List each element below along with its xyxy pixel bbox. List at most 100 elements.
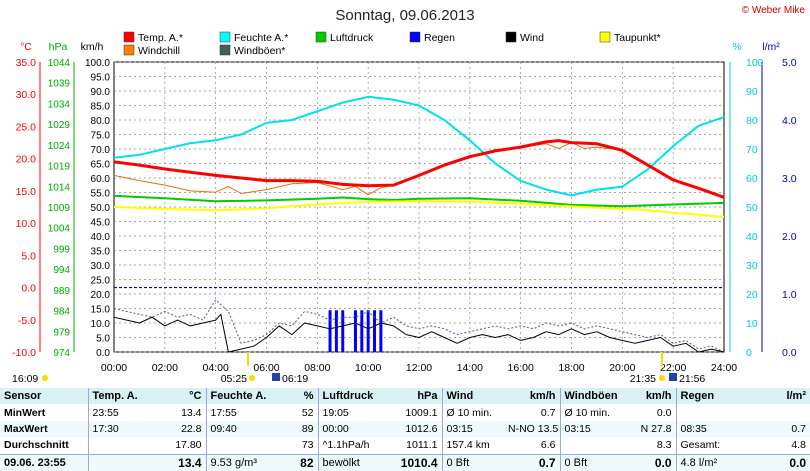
tick-wind: 40.0 (91, 232, 111, 243)
legend: Temp. A.* Feuchte A.* Luftdruck Regen Wind Ta… (123, 31, 661, 57)
tick-rain: 4.0 (782, 115, 797, 127)
table-cell: 9.53 g/m³ (205, 453, 270, 471)
table-row: Durchschnitt 17.80 73 ^1.1hPa/h 1011.1 157.4 … (0, 437, 810, 455)
table-cell: 09:40 (205, 420, 270, 438)
tick-temp: 30.0 (16, 89, 37, 101)
tick-x: 16:00 (508, 362, 534, 374)
tick-humidity: 50 (746, 202, 758, 214)
table-header-cell: Luftdruck (317, 388, 388, 405)
legend-label: Feuchte A.* (234, 32, 288, 44)
table-cell: 6.6 (540, 439, 556, 452)
tick-wind: 0.0 (96, 348, 110, 359)
tick-wind: 45.0 (91, 218, 111, 229)
table-cell: Ø 10 min. (441, 404, 504, 421)
tick-pressure: 974 (53, 348, 70, 359)
table-cell (87, 453, 148, 471)
table-cell: 8.3 (656, 439, 672, 452)
table-cell (675, 404, 746, 421)
tick-rain: 1.0 (782, 289, 797, 301)
table-cell: 17:55 (205, 404, 270, 421)
table-cell: 82 (270, 453, 318, 471)
axis-unit-rain: l/m² (762, 41, 780, 53)
tick-temp: 0.0 (21, 283, 36, 295)
table-cell: 1012.6 (405, 422, 438, 435)
legend-label: Temp. A.* (138, 32, 183, 44)
legend-swatch (409, 31, 421, 43)
tick-wind: 85.0 (91, 102, 111, 113)
moonset-time: 21:56 (679, 373, 705, 385)
table-header-cell: Wind (441, 388, 504, 405)
table-cell: MinWert (4, 406, 46, 419)
tick-wind: 70.0 (91, 145, 111, 156)
tick-pressure: 1009 (48, 203, 71, 214)
table-cell (205, 437, 270, 455)
table-cell: 1009.1 (405, 406, 438, 419)
sun-icon (249, 375, 255, 381)
tick-pressure: 994 (53, 265, 70, 276)
series-line (113, 299, 725, 353)
tick-pressure: 984 (53, 307, 70, 318)
tick-wind: 100.0 (85, 58, 110, 69)
table-cell: Ø 10 min. (559, 404, 620, 421)
time-label: 16:09 (12, 373, 38, 385)
tick-humidity: 70 (746, 144, 758, 156)
tick-wind: 55.0 (91, 189, 111, 200)
rain-bar (366, 310, 370, 352)
legend-swatch (123, 31, 135, 43)
sun-icon (659, 375, 665, 381)
legend-swatch (219, 44, 231, 56)
table-cell: 73 (301, 439, 314, 452)
tick-pressure: 1044 (48, 58, 71, 69)
rain-bar (341, 310, 345, 352)
table-cell: 09.06. 23:55 (0, 453, 88, 471)
table-cell: 23:55 (87, 404, 148, 421)
tick-pressure: 1039 (48, 79, 71, 90)
tick-temp: -5.0 (18, 315, 36, 327)
table-cell: ^1.1hPa/h (317, 437, 388, 455)
tick-pressure: 1019 (48, 162, 71, 173)
rain-bar (328, 310, 332, 352)
tick-humidity: 20 (746, 289, 758, 301)
axis-unit-humidity: % (732, 41, 741, 53)
table-cell: 03:15 (559, 420, 620, 438)
tick-pressure: 1029 (48, 120, 71, 131)
axis-unit-wind: km/h (81, 41, 104, 53)
tick-rain: 0.0 (782, 347, 797, 359)
tick-pressure: 1014 (48, 182, 71, 193)
sun-icon (42, 375, 48, 381)
plot-area (113, 61, 725, 353)
tick-pressure: 1024 (48, 141, 71, 152)
table-cell: 0.0 (746, 453, 810, 471)
table-cell: 0.7 (540, 406, 556, 419)
tick-x: 08:00 (304, 362, 330, 374)
table-cell: 19:05 (317, 404, 388, 421)
tick-wind: 30.0 (91, 261, 111, 272)
table-cell: N 27.8 (640, 422, 672, 435)
tick-humidity: 10 (746, 318, 758, 330)
tick-x: 22:00 (660, 362, 686, 374)
table-header-cell: l/m² (786, 390, 806, 403)
table-cell: 22.8 (181, 422, 202, 435)
table-cell: 0.0 (620, 453, 676, 471)
tick-x: 02:00 (152, 362, 178, 374)
tick-wind: 50.0 (91, 203, 111, 214)
sunset-time: 21:35 (630, 373, 656, 385)
table-header-cell: Regen (675, 388, 746, 405)
table-header-cell: Feuchte A. (205, 388, 270, 405)
table-cell: 1010.4 (388, 453, 442, 471)
table-cell: 1011.1 (406, 439, 438, 452)
tick-temp: 20.0 (16, 154, 37, 166)
rain-bar (334, 310, 338, 352)
series-line (113, 139, 725, 199)
tick-pressure: 1004 (48, 224, 71, 235)
table-header-cell: Windböen (559, 388, 620, 405)
tick-x: 12:00 (406, 362, 432, 374)
table-cell: 157.4 km (441, 437, 504, 455)
tick-humidity: 100 (746, 57, 764, 69)
table-cell (87, 437, 148, 455)
tick-wind: 20.0 (91, 290, 111, 301)
tick-wind: 75.0 (91, 131, 111, 142)
table-header-cell: km/h (645, 390, 672, 403)
table-cell: MaxWert (4, 422, 48, 435)
tick-wind: 15.0 (91, 305, 111, 316)
